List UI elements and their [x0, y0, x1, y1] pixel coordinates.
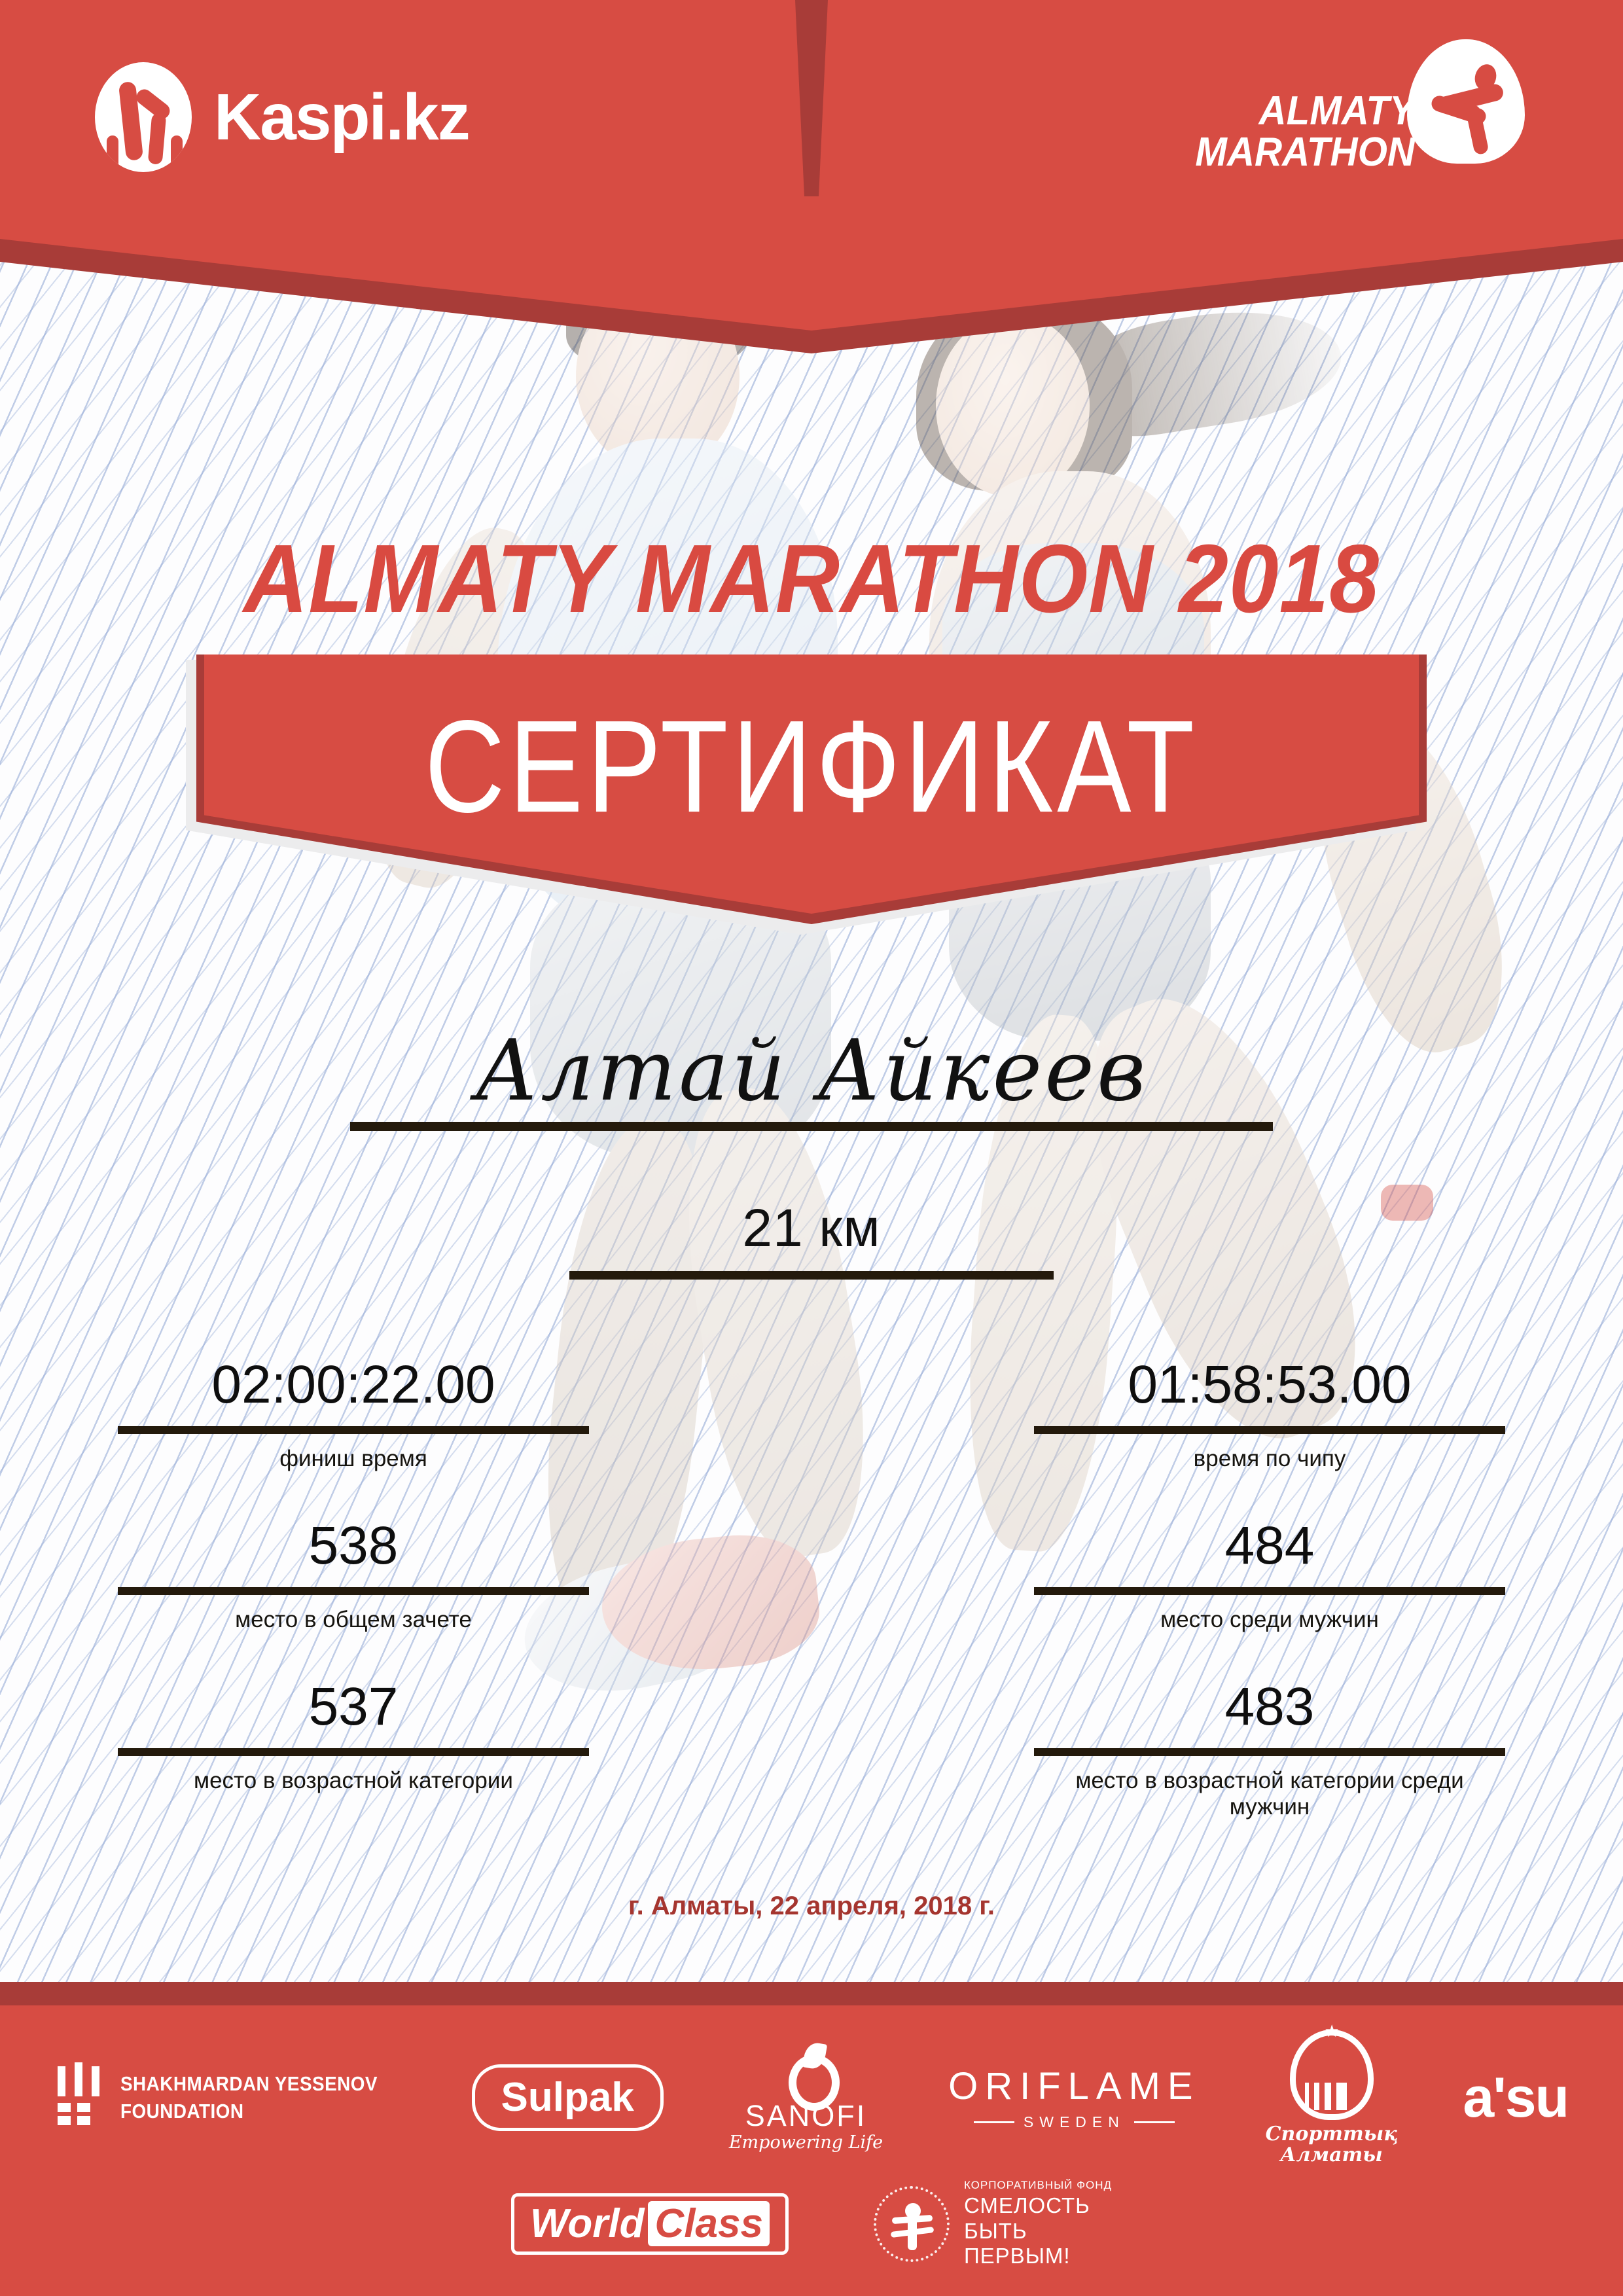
location-date: г. Алматы, 22 апреля, 2018 г. [628, 1892, 995, 1920]
sponsor-sporttyq-almaty[interactable]: ★ Спорттық Алматы [1266, 2021, 1398, 2166]
result-label: место в возрастной категории [194, 1768, 513, 1793]
result-chip-time: 01:58:53.00 время по чипу [1034, 1358, 1505, 1472]
result-label: время по чипу [1193, 1446, 1346, 1471]
sponsor-sanofi[interactable]: SANOFI Empowering Life [728, 2041, 883, 2153]
athlete-name: Алтай Айкеев [474, 1022, 1149, 1120]
result-value: 484 [1224, 1516, 1315, 1575]
result-value: 02:00:22.00 [211, 1355, 495, 1414]
marathon-logo-line-1: ALMATY [1258, 88, 1415, 134]
sulpak-rounded-badge-icon: Sulpak [471, 2064, 664, 2131]
oriflame-sub-label: SWEDEN [1023, 2113, 1125, 2130]
smelost-caption: КОРПОРАТИВНЫЙ ФОНД [963, 2178, 1113, 2191]
oriflame-sub: SWEDEN [948, 2113, 1200, 2131]
result-overall-place: 538 место в общем зачете [118, 1519, 589, 1633]
result-rule [1034, 1587, 1505, 1595]
yessenov-bars-icon [55, 2062, 103, 2133]
result-label: финиш время [279, 1446, 427, 1471]
result-age-category-place: 537 место в возрастной категории [118, 1680, 589, 1820]
yessenov-line-2: FOUNDATION [120, 2100, 244, 2123]
world-class-badge-icon: World Class [510, 2193, 789, 2255]
result-rule [118, 1426, 589, 1434]
result-age-category-men-place: 483 место в возрастной категории среди м… [1034, 1680, 1505, 1820]
result-men-place: 484 место среди мужчин [1034, 1519, 1505, 1633]
event-title: ALMATY MARATHON 2018 [243, 525, 1380, 633]
sporttyq-line-1: Спорттық [1265, 2123, 1398, 2146]
results-row: 02:00:22.00 финиш время 01:58:53.00 врем… [118, 1358, 1505, 1472]
world-class-word-1: World [529, 2200, 645, 2246]
sponsors-footer: SHAKHMARDAN YESSENOV FOUNDATION Sulpak S… [0, 1982, 1623, 2296]
sponsor-yessenov-foundation[interactable]: SHAKHMARDAN YESSENOV FOUNDATION [55, 2062, 406, 2133]
results-row: 538 место в общем зачете 484 место среди… [118, 1519, 1505, 1633]
athlete-name-rule [350, 1122, 1273, 1132]
result-value: 01:58:53.00 [1128, 1355, 1412, 1414]
result-value: 537 [308, 1677, 399, 1736]
kaspi-logo[interactable]: Kaspi.kz [95, 62, 471, 172]
result-label: место среди мужчин [1160, 1607, 1379, 1632]
results-grid: 02:00:22.00 финиш время 01:58:53.00 врем… [118, 1358, 1505, 1867]
marathon-logo-line-2: MARATHON [1195, 130, 1415, 175]
kaspi-wordmark: Kaspi.kz [214, 81, 471, 154]
distance-rule [569, 1271, 1054, 1280]
distance-value: 21 км [742, 1198, 881, 1258]
almaty-marathon-runner-drop-icon [1407, 39, 1525, 164]
sanofi-bird-icon [782, 2041, 840, 2111]
result-rule [118, 1587, 589, 1595]
almaty-marathon-wordmark: ALMATY MARATHON [1195, 90, 1415, 173]
results-row: 537 место в возрастной категории 483 мес… [118, 1680, 1505, 1820]
smelost-figure-icon [873, 2186, 950, 2262]
sponsor-world-class[interactable]: World Class [510, 2193, 789, 2255]
sanofi-tagline: Empowering Life [728, 2132, 883, 2153]
sponsor-smelost-byt-pervym[interactable]: КОРПОРАТИВНЫЙ ФОНД СМЕЛОСТЬ БЫТЬ ПЕРВЫМ! [873, 2178, 1113, 2270]
result-value: 538 [308, 1516, 399, 1575]
sponsor-oriflame[interactable]: ORIFLAME SWEDEN [948, 2064, 1200, 2131]
banner-label: СЕРТИФИКАТ [424, 693, 1199, 840]
yessenov-line-1: SHAKHMARDAN YESSENOV [120, 2072, 378, 2096]
smelost-line-3: ПЕРВЫМ! [963, 2244, 1071, 2269]
result-rule [1034, 1748, 1505, 1756]
header-banner [0, 0, 1623, 353]
sponsor-sulpak[interactable]: Sulpak [471, 2064, 664, 2131]
oriflame-rule-right [1133, 2121, 1175, 2123]
sporttyq-line-2: Алматы [1280, 2144, 1383, 2166]
world-class-word-2: Class [648, 2200, 770, 2246]
smelost-line-2: БЫТЬ [963, 2218, 1027, 2243]
oriflame-wordmark-icon: ORIFLAME [948, 2065, 1200, 2108]
sporttyq-almaty-emblem-icon: ★ [1289, 2021, 1374, 2121]
asu-wordmark-icon: a'su [1463, 2066, 1569, 2129]
result-value: 483 [1224, 1677, 1315, 1736]
sponsor-row-1: SHAKHMARDAN YESSENOV FOUNDATION Sulpak S… [0, 2021, 1623, 2165]
yessenov-wordmark: SHAKHMARDAN YESSENOV FOUNDATION [120, 2070, 378, 2125]
sponsor-row-2: World Class КОРПОРАТИВНЫЙ ФОНД СМЕЛОСТЬ Б… [0, 2178, 1623, 2270]
oriflame-rule-left [973, 2121, 1014, 2123]
smelost-wordmark: СМЕЛОСТЬ БЫТЬ ПЕРВЫМ! [964, 2193, 1112, 2270]
result-label: место в общем зачете [235, 1607, 472, 1632]
sponsor-asu[interactable]: a'su [1463, 2066, 1569, 2130]
result-finish-time: 02:00:22.00 финиш время [118, 1358, 589, 1472]
footer-top-band [0, 1982, 1623, 2005]
result-rule [1034, 1426, 1505, 1434]
result-rule [118, 1748, 589, 1756]
athlete-name-block: Алтай Айкеев [0, 1022, 1623, 1132]
smelost-line-1: СМЕЛОСТЬ [963, 2193, 1090, 2217]
almaty-marathon-logo[interactable]: ALMATY MARATHON [1195, 39, 1525, 190]
sporttyq-wordmark: Спорттық Алматы [1266, 2124, 1398, 2166]
result-label: место в возрастной категории среди мужчи… [1075, 1768, 1464, 1820]
kaspi-person-oval-icon [95, 62, 192, 172]
certificate-banner: СЕРТИФИКАТ [186, 655, 1427, 935]
distance-block: 21 км [0, 1198, 1623, 1280]
